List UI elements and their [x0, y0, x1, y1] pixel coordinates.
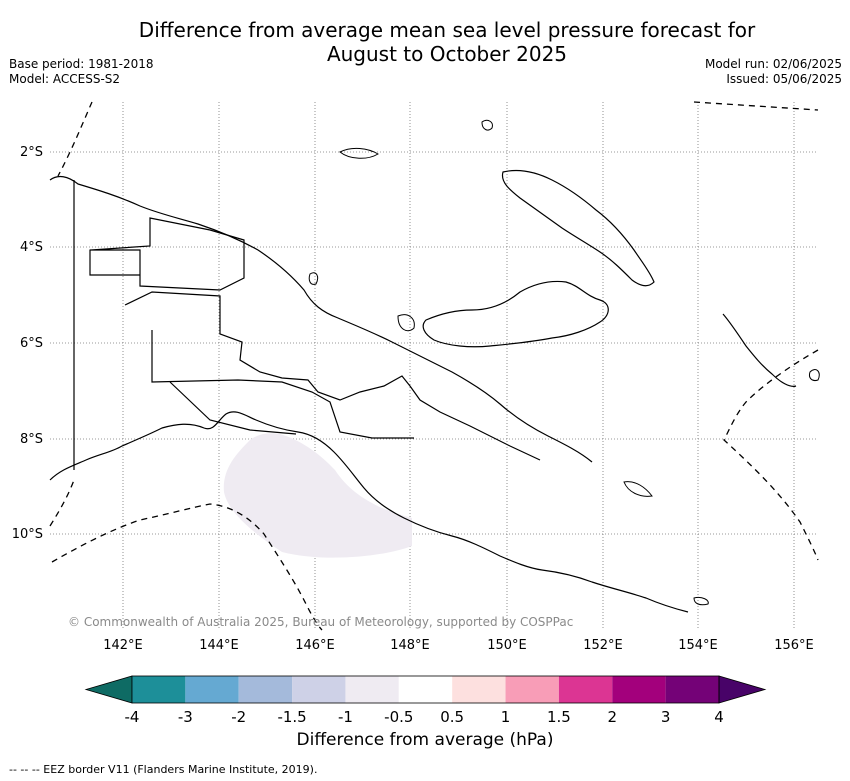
- colorbar-bin: [505, 676, 559, 703]
- issued-date: Issued: 05/06/2025: [726, 72, 842, 86]
- eez-footnote: -- -- -- EEZ border V11 (Flanders Marine…: [9, 763, 318, 776]
- colorbar-tick-label: 4: [714, 708, 724, 726]
- colorbar-bin: [292, 676, 346, 703]
- eez-borders: [49, 101, 819, 631]
- colorbar-bin: [398, 676, 453, 703]
- colorbar-bin: [345, 676, 399, 703]
- colorbar: -4 -3 -2 -1.5 -1 -0.5 0.5 1 1.5 2 3 4: [84, 675, 767, 726]
- lon-label: 148°E: [390, 638, 430, 653]
- colorbar-tick-label: 1.5: [547, 708, 571, 726]
- latitude-labels: 2°S 4°S 6°S 8°S 10°S: [12, 145, 43, 542]
- longitude-labels: 142°E 144°E 146°E 148°E 150°E 152°E 154°…: [103, 638, 814, 653]
- colorbar-bin: [612, 676, 666, 703]
- lon-label: 146°E: [295, 638, 335, 653]
- colorbar-title: Difference from average (hPa): [296, 730, 554, 750]
- small-islands: [308, 119, 820, 606]
- lat-label: 8°S: [20, 432, 43, 447]
- colorbar-tick-label: -0.5: [384, 708, 413, 726]
- lon-label: 150°E: [487, 638, 527, 653]
- colorbar-tick-label: -3: [178, 708, 193, 726]
- lat-label: 2°S: [20, 145, 43, 160]
- colorbar-bin: [185, 676, 239, 703]
- map-panel: © Commonwealth of Australia 2025, Bureau…: [49, 101, 820, 631]
- lon-label: 154°E: [678, 638, 718, 653]
- colorbar-outline: [131, 675, 720, 704]
- colorbar-bin: [238, 676, 293, 703]
- title-line-2: August to October 2025: [326, 42, 568, 66]
- colorbar-bin: [132, 676, 186, 703]
- anomaly-region: [223, 433, 412, 558]
- colorbar-tick-label: 1: [501, 708, 511, 726]
- title-line-1: Difference from average mean sea level p…: [138, 18, 756, 42]
- colorbar-tick-label: 2: [607, 708, 617, 726]
- base-period: Base period: 1981-2018: [9, 57, 154, 71]
- colorbar-extend-min: [84, 675, 133, 704]
- lon-label: 152°E: [583, 638, 623, 653]
- model-name: Model: ACCESS-S2: [9, 72, 121, 86]
- colorbar-tick-label: 3: [661, 708, 671, 726]
- colorbar-bin: [558, 676, 613, 703]
- lat-label: 10°S: [12, 527, 43, 542]
- colorbar-bin: [452, 676, 506, 703]
- lon-label: 156°E: [774, 638, 814, 653]
- map-title: Difference from average mean sea level p…: [0, 18, 850, 66]
- colorbar-tick-label: 0.5: [440, 708, 464, 726]
- copyright-notice: © Commonwealth of Australia 2025, Bureau…: [68, 615, 573, 629]
- graticule: [50, 102, 818, 630]
- coastlines: [49, 169, 797, 613]
- lon-label: 144°E: [199, 638, 239, 653]
- lat-label: 6°S: [20, 336, 43, 351]
- lat-label: 4°S: [20, 240, 43, 255]
- colorbar-tick-label: -1.5: [277, 708, 306, 726]
- colorbar-bin: [665, 676, 719, 703]
- colorbar-extend-max: [718, 675, 767, 704]
- colorbar-tick-label: -1: [338, 708, 353, 726]
- colorbar-tick-label: -2: [231, 708, 246, 726]
- lon-label: 142°E: [103, 638, 143, 653]
- meta-left: Base period: 1981-2018 Model: ACCESS-S2: [9, 57, 154, 87]
- colorbar-tick-label: -4: [125, 708, 140, 726]
- model-run: Model run: 02/06/2025: [704, 57, 842, 71]
- meta-right: Model run: 02/06/2025 Issued: 05/06/2025: [705, 57, 842, 87]
